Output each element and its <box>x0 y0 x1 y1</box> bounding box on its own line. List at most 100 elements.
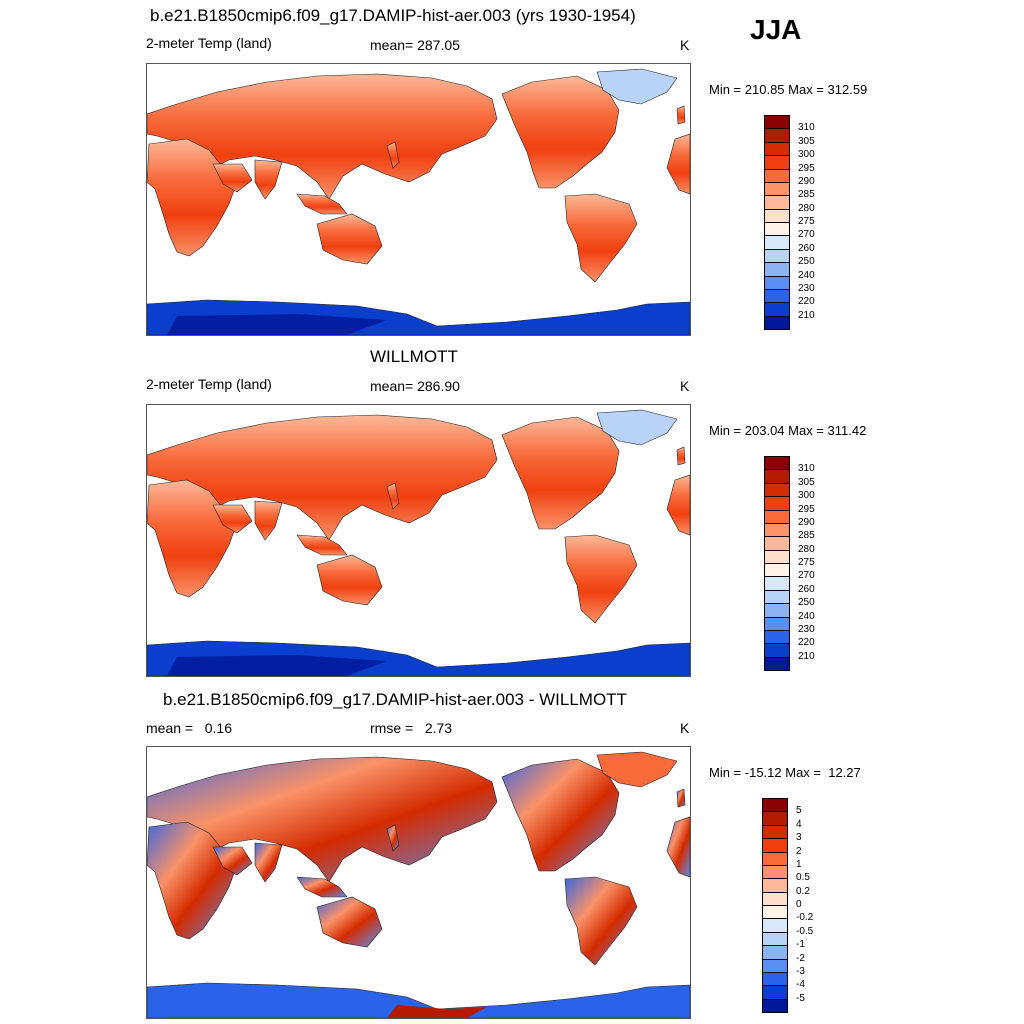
colorbar-tick-label: -4 <box>796 979 805 991</box>
colorbar-tick-label: 2 <box>796 845 802 857</box>
colorbar-swatch <box>762 971 788 987</box>
colorbar-swatch <box>762 811 788 826</box>
landmass-westafrica <box>666 474 690 536</box>
colorbar-tick-label: 0 <box>796 899 802 910</box>
colorbar-tick-label: 220 <box>798 637 815 649</box>
colorbar-swatch <box>764 536 790 551</box>
colorbar-tick-label: 0.2 <box>796 885 810 897</box>
colorbar-tick-label: 240 <box>798 269 815 281</box>
colorbar-tick-label: 230 <box>798 282 815 294</box>
landmass-india <box>254 842 283 883</box>
colorbar-swatch <box>764 262 790 277</box>
colorbar-tick-label: 305 <box>798 476 815 488</box>
panel-3-units-label: K <box>680 720 690 736</box>
colorbar-tick-label: -5 <box>796 992 805 1004</box>
landmass-japan <box>386 482 400 510</box>
colorbar-swatch <box>762 931 788 947</box>
colorbar-tick-label: 310 <box>798 122 815 134</box>
colorbar-swatch <box>764 115 790 130</box>
colorbar-swatch <box>764 509 790 524</box>
colorbar-swatch <box>764 563 790 578</box>
colorbar-tick-label: 280 <box>798 543 815 555</box>
panel-1-colorbar: 310 305 300 295 290 285 280 275 270 260 250 240 230 2… <box>764 115 824 330</box>
colorbar-swatch <box>762 838 788 853</box>
colorbar-swatch <box>764 208 790 223</box>
landmass-arabia <box>212 846 253 876</box>
colorbar-tick-label: 270 <box>798 570 815 582</box>
colorbar-swatch <box>762 878 788 893</box>
colorbar-tick-label: 295 <box>798 503 815 515</box>
colorbar-tick-label: 250 <box>798 256 815 268</box>
season-label: JJA <box>750 14 802 45</box>
landmass-namerica <box>501 416 620 530</box>
colorbar-swatch <box>764 195 790 210</box>
colorbar-swatch <box>764 141 790 157</box>
colorbar-tick-label: 275 <box>798 216 815 227</box>
colorbar-swatch <box>764 275 790 290</box>
landmass-africa <box>147 479 238 598</box>
landmass-namerica <box>501 758 620 872</box>
colorbar-swatch <box>764 576 790 591</box>
colorbar-tick-label: 290 <box>798 516 815 528</box>
panel-3-rmse-label: rmse = 2.73 <box>370 720 453 736</box>
colorbar-swatch <box>764 482 790 498</box>
colorbar-tick-label: 310 <box>798 463 815 475</box>
colorbar-swatch <box>764 456 790 471</box>
colorbar-swatch <box>762 798 788 813</box>
colorbar-swatch <box>764 155 790 170</box>
landmass-arabia <box>212 504 253 534</box>
landmass-namerica <box>501 75 620 189</box>
colorbar-tick-label: 295 <box>798 162 815 174</box>
landmass-westafrica <box>666 133 690 195</box>
colorbar-swatch <box>764 181 790 197</box>
colorbar-swatch <box>762 945 788 960</box>
colorbar-tick-label: 250 <box>798 597 815 609</box>
colorbar-swatch <box>764 643 790 658</box>
colorbar-swatch <box>764 168 790 183</box>
colorbar-tick-label: 285 <box>798 189 815 201</box>
landmass-seasia <box>296 193 348 215</box>
panel-3-colorbar: 5 4 3 2 1 0.5 0.2 0 -0.2 -0.5 -1 -2 -3 -4 -5 <box>762 798 822 1013</box>
colorbar-tick-label: 280 <box>798 202 815 214</box>
colorbar-swatch <box>764 315 790 330</box>
colorbar-tick-label: -2 <box>796 952 805 964</box>
panel-1-minmax: Min = 210.85 Max = 312.59 <box>709 82 868 97</box>
colorbar-swatch <box>764 656 790 671</box>
colorbar-tick-label: 210 <box>798 650 815 662</box>
antarctica-cold-core <box>167 314 387 335</box>
landmass-greenland <box>596 409 678 446</box>
panel-3-title: b.e21.B1850cmip6.f09_g17.DAMIP-hist-aer.… <box>163 690 627 709</box>
colorbar-swatch <box>764 302 790 317</box>
panel-1-units-label: K <box>680 37 690 53</box>
landmass-greenland <box>596 751 678 788</box>
landmass-japan <box>386 824 400 852</box>
landmass-greenland <box>596 68 678 105</box>
panel-3-minmax: Min = -15.12 Max = 12.27 <box>709 765 861 780</box>
colorbar-tick-label: -0.2 <box>796 912 814 924</box>
landmass-africa <box>147 138 238 257</box>
panel-1-map <box>146 63 691 336</box>
panel-2-mean-label: mean= 286.90 <box>370 378 460 394</box>
colorbar-tick-label: 3 <box>796 832 802 844</box>
landmass-africa <box>147 821 238 940</box>
landmass-japan <box>386 141 400 169</box>
colorbar-swatch <box>764 248 790 264</box>
colorbar-swatch <box>764 629 790 645</box>
colorbar-swatch <box>762 891 788 906</box>
landmass-seasia <box>296 534 348 556</box>
landmass-india <box>254 159 283 200</box>
colorbar-swatch <box>764 522 790 538</box>
panel-1-title: b.e21.B1850cmip6.f09_g17.DAMIP-hist-aer.… <box>150 6 636 25</box>
panel-1-variable-label: 2-meter Temp (land) <box>146 35 272 51</box>
colorbar-swatch <box>764 589 790 605</box>
colorbar-tick-label: 0.5 <box>796 872 810 884</box>
colorbar-tick-label: 4 <box>796 818 802 830</box>
panel-2-minmax: Min = 203.04 Max = 311.42 <box>709 423 867 438</box>
colorbar-tick-label: -3 <box>796 965 805 977</box>
panel-2-units-label: K <box>680 378 690 394</box>
colorbar-swatch <box>762 905 788 920</box>
colorbar-swatch <box>764 603 790 618</box>
colorbar-swatch <box>762 985 788 1000</box>
colorbar-tick-label: 285 <box>798 530 815 542</box>
landmass-uk <box>676 788 686 808</box>
